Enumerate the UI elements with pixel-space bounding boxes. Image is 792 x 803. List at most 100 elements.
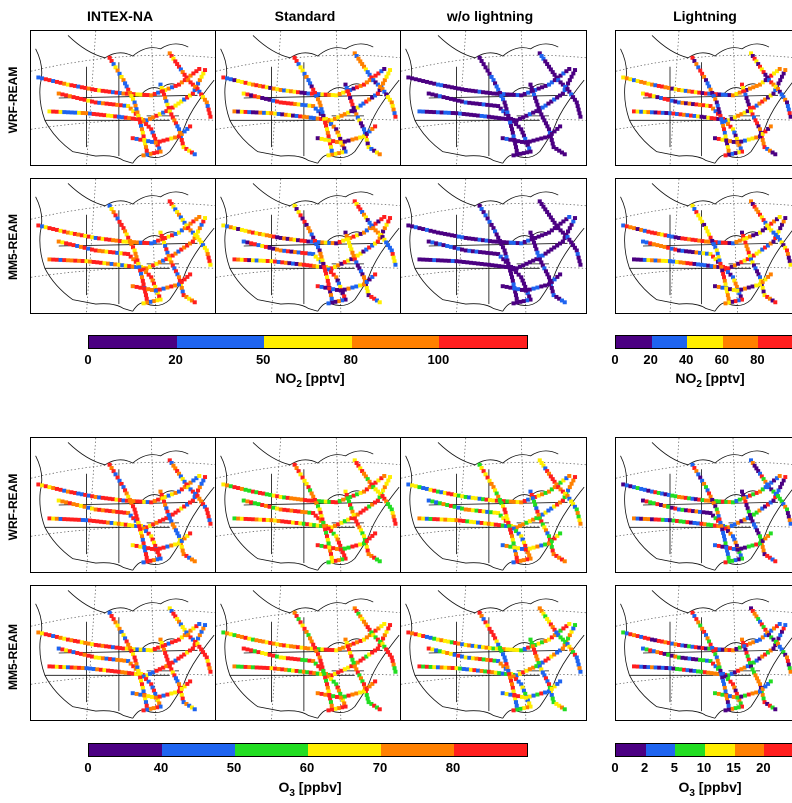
observation-cell — [770, 557, 775, 562]
observation-cell — [717, 517, 722, 522]
observation-cell — [669, 653, 674, 658]
observation-cell — [173, 83, 178, 88]
observation-cell — [481, 657, 486, 662]
observation-cell — [557, 296, 562, 301]
observation-cell — [705, 510, 709, 515]
observation-cell — [256, 650, 261, 655]
observation-cell — [472, 261, 477, 266]
graticule-line — [271, 438, 282, 572]
observation-cell — [121, 633, 126, 638]
observation-cell — [179, 279, 184, 284]
observation-cell — [90, 506, 95, 511]
observation-cell — [156, 90, 161, 95]
observation-cell — [58, 516, 63, 521]
observation-cell — [285, 508, 290, 513]
observation-cell — [386, 95, 391, 100]
observation-cell — [346, 92, 352, 97]
observation-cell — [382, 226, 387, 231]
observation-cell — [62, 258, 67, 263]
observation-cell — [519, 241, 524, 246]
observation-cell — [322, 524, 327, 529]
observation-cell — [304, 481, 309, 486]
observation-cell — [700, 498, 705, 503]
observation-cell — [166, 513, 171, 517]
observation-cell — [736, 261, 741, 266]
observation-cell — [331, 124, 336, 129]
observation-cell — [54, 486, 59, 491]
observation-cell — [523, 691, 528, 696]
observation-cell — [569, 499, 574, 504]
observation-cell — [533, 244, 538, 248]
observation-cell — [149, 500, 154, 505]
observation-cell — [554, 223, 559, 228]
observation-cell — [275, 654, 280, 659]
observation-cell — [555, 274, 560, 279]
observation-cell — [773, 639, 778, 644]
observation-cell — [100, 249, 105, 254]
colorbar-tick-label: 0 — [84, 760, 92, 775]
observation-cell — [315, 264, 320, 269]
observation-cell — [289, 101, 294, 106]
observation-cell — [725, 289, 730, 294]
observation-cell — [64, 241, 69, 246]
observation-cell — [461, 519, 466, 523]
observation-cell — [756, 62, 761, 67]
observation-cell — [305, 263, 310, 268]
observation-cell — [358, 638, 363, 643]
map-panel-no2_wo-row1 — [400, 178, 587, 314]
observation-cell — [754, 103, 759, 108]
observation-cell — [298, 65, 303, 70]
observation-cell — [500, 543, 505, 548]
observation-cell — [514, 525, 519, 530]
observation-cell — [363, 622, 368, 627]
observation-cell — [167, 458, 172, 463]
observation-cell — [516, 139, 521, 144]
observation-cell — [361, 489, 367, 494]
observation-cell — [555, 95, 560, 100]
observation-cell — [299, 645, 304, 650]
observation-cell — [191, 626, 196, 631]
observation-cell — [424, 79, 429, 84]
observation-cell — [300, 68, 305, 73]
observation-cell — [109, 261, 114, 266]
observation-cell — [342, 287, 347, 292]
observation-cell — [287, 668, 292, 673]
observation-cell — [367, 129, 372, 134]
observation-cell — [777, 215, 782, 219]
observation-cell — [358, 510, 363, 515]
observation-cell — [65, 489, 71, 494]
observation-cell — [769, 73, 774, 78]
observation-cell — [745, 257, 750, 262]
observation-cell — [163, 87, 168, 92]
o3-label-sub: 3 — [289, 787, 295, 799]
observation-cell — [131, 92, 136, 97]
observation-cell — [67, 242, 72, 247]
observation-cell — [90, 87, 95, 92]
observation-cell — [558, 228, 563, 233]
observation-cell — [324, 271, 329, 276]
observation-cell — [763, 245, 768, 250]
observation-cell — [184, 482, 189, 487]
observation-cell — [199, 74, 204, 79]
observation-cell — [97, 248, 102, 253]
observation-cell — [150, 685, 155, 690]
observation-cell — [485, 509, 490, 514]
observation-cell — [225, 483, 230, 488]
observation-cell — [86, 505, 91, 510]
observation-cell — [360, 617, 365, 622]
observation-cell — [578, 669, 583, 674]
observation-cell — [201, 95, 206, 100]
observation-cell — [374, 150, 379, 155]
observation-cell — [137, 265, 142, 270]
observation-cell — [479, 113, 484, 118]
observation-cell — [294, 520, 299, 525]
observation-cell — [343, 82, 348, 87]
observation-cell — [369, 553, 374, 558]
observation-cell — [163, 235, 168, 240]
observation-cell — [179, 693, 184, 697]
observation-cell — [56, 646, 61, 651]
colorbar-segment — [687, 336, 723, 348]
no2-label-unit: [pptv] — [301, 370, 345, 386]
observation-cell — [692, 614, 697, 618]
observation-cell — [312, 671, 317, 676]
